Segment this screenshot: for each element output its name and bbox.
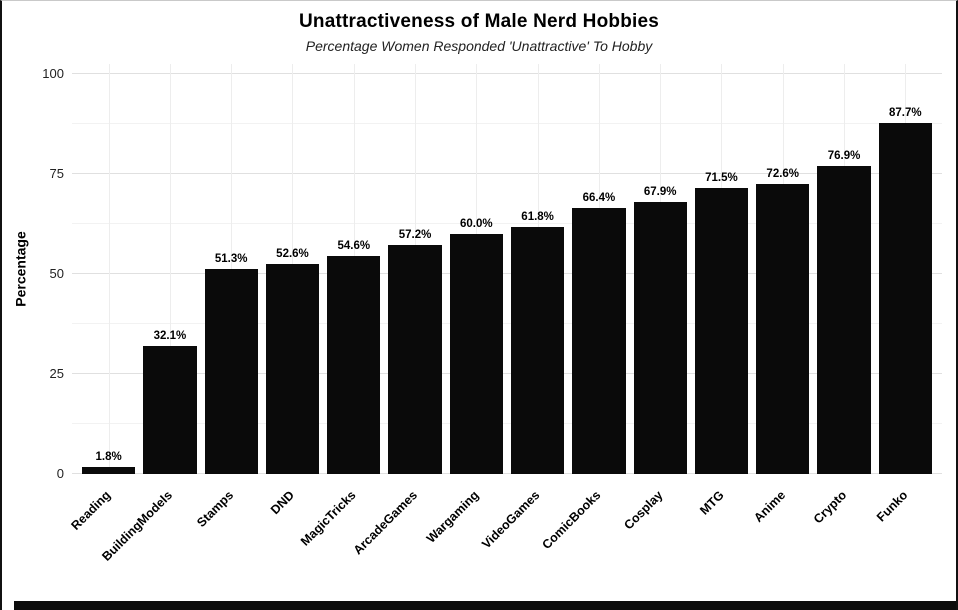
bar-value-label: 72.6% (766, 167, 800, 180)
x-tick-label: Funko (873, 488, 911, 525)
bar-group: 60.0% (446, 64, 507, 474)
bar (572, 208, 626, 474)
x-tick-label: Anime (750, 488, 788, 525)
x-tick-cell: MTG (691, 474, 752, 570)
gridline-major (72, 473, 942, 474)
bar-group: 66.4% (568, 64, 629, 474)
x-axis-labels: Reading BuildingModels Stamps DND MagicTrick… (68, 474, 942, 570)
bar-value-label: 60.0% (460, 218, 493, 230)
y-tick-label: 25 (49, 366, 64, 381)
bar-group: 71.5% (691, 64, 752, 474)
x-tick-cell: Crypto (810, 474, 874, 570)
bar (633, 202, 687, 474)
plot-area: 1.8% 32.1% 51.3% 52.6% 54.6% 57.2% 60.0% 61.8% 6… (72, 64, 942, 474)
bar-value-label: 57.2% (398, 229, 432, 242)
bar (204, 268, 258, 474)
gridline-vertical (169, 64, 171, 474)
bar-value-label: 51.3% (214, 252, 248, 265)
bar-group: 87.7% (875, 64, 936, 474)
gridline-minor (72, 323, 942, 324)
bar (878, 123, 932, 474)
gridline-major (72, 73, 942, 74)
x-tick-cell: Funko (873, 474, 936, 570)
bar (143, 345, 197, 474)
x-tick-cell: Anime (750, 474, 813, 570)
bar-value-label: 52.6% (276, 247, 309, 260)
y-tick-label: 50 (49, 266, 64, 281)
bar-group: 67.9% (630, 64, 691, 474)
bar-value-label: 67.9% (643, 186, 677, 199)
y-tick-label: 100 (42, 66, 64, 81)
bar (694, 188, 749, 474)
bar-value-label: 87.7% (888, 107, 922, 120)
x-tick-label: MTG (696, 488, 727, 518)
bars-container: 1.8% 32.1% 51.3% 52.6% 54.6% 57.2% 60.0% 61.8% 6… (72, 64, 942, 474)
x-tick-label: Reading (68, 488, 114, 533)
y-tick-label: 75 (49, 166, 64, 181)
bar-group: 1.8% (78, 64, 139, 474)
bar (756, 183, 810, 474)
bar (449, 234, 503, 474)
gridline-minor (72, 123, 942, 124)
gridline-major (72, 273, 942, 274)
gridline-major (72, 373, 942, 374)
bar-group: 52.6% (262, 64, 323, 474)
bottom-strip (14, 601, 956, 610)
bar-group: 61.8% (507, 64, 568, 474)
chart-title: Unattractiveness of Male Nerd Hobbies (298, 11, 660, 32)
chart-area: Percentage 0 25 50 75 100 1.8% 32.1% 51.3% 52.6… (2, 64, 956, 570)
gridline-major (72, 173, 942, 174)
bar-group: 51.3% (201, 64, 262, 474)
bar-value-label: 76.9% (827, 150, 861, 163)
bar-value-label: 54.6% (337, 239, 371, 252)
chart-subtitle: Percentage Women Responded 'Unattractive… (305, 38, 653, 54)
bar-value-label: 32.1% (153, 329, 187, 342)
bar (510, 226, 565, 474)
gridline-minor (72, 423, 942, 424)
y-axis-title: Percentage (13, 231, 30, 307)
y-axis-ticks: 0 25 50 75 100 (34, 64, 72, 481)
x-tick-label: Stamps (194, 488, 237, 530)
bar-value-label: 61.8% (521, 210, 554, 223)
bar-value-label: 66.4% (582, 192, 616, 205)
bar (327, 255, 381, 474)
gridline-vertical (108, 64, 110, 474)
bar (82, 466, 136, 474)
x-tick-cell: Stamps (194, 474, 262, 570)
bar (388, 245, 442, 474)
bar-value-label: 71.5% (705, 172, 738, 184)
bar (265, 263, 320, 474)
bar-group: 54.6% (323, 64, 384, 474)
bar-value-label: 1.8% (95, 450, 122, 463)
gridline-minor (72, 223, 942, 224)
bar (817, 166, 871, 474)
y-tick-label: 0 (56, 466, 64, 481)
x-tick-label: Crypto (810, 488, 849, 527)
bar-group: 76.9% (813, 64, 874, 474)
plot-column: 1.8% 32.1% 51.3% 52.6% 54.6% 57.2% 60.0% 61.8% 6… (68, 64, 942, 570)
bar-group: 57.2% (384, 64, 445, 474)
bar-group: 32.1% (139, 64, 200, 474)
bar-group: 72.6% (752, 64, 813, 474)
y-axis-title-column: Percentage (8, 64, 34, 474)
x-tick-cell: Cosplay (621, 474, 691, 570)
x-tick-label: DND (268, 488, 298, 518)
x-tick-cell: BuildingModels (99, 474, 200, 570)
